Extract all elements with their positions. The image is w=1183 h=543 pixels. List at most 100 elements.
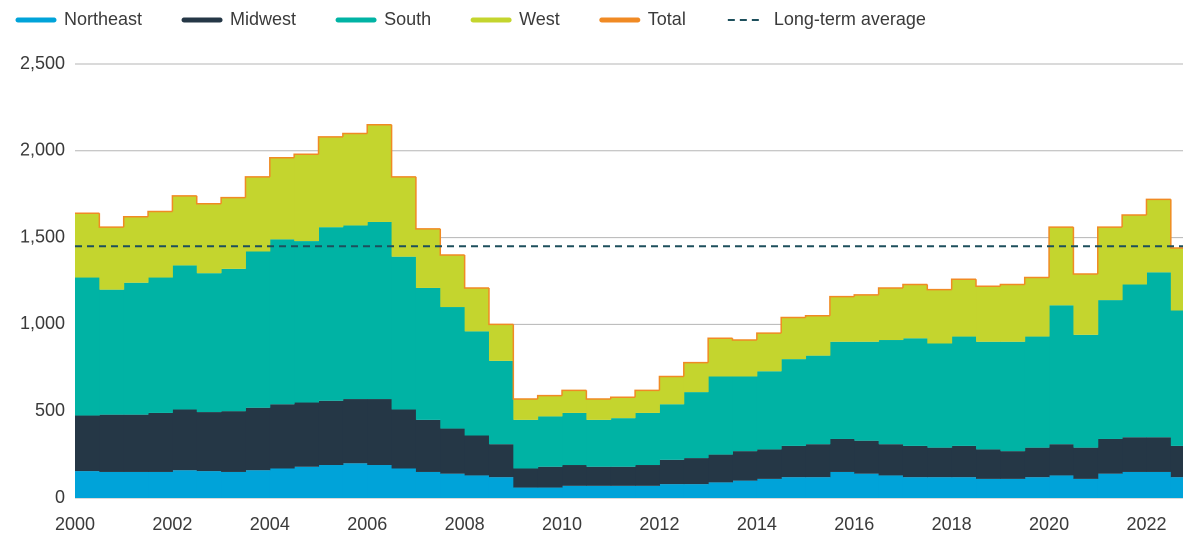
area-step	[221, 471, 246, 498]
total-step	[1145, 198, 1171, 216]
area-step	[951, 336, 977, 446]
area-step	[586, 466, 612, 486]
x-tick-label: 2022	[1126, 514, 1166, 534]
total-step	[244, 176, 270, 198]
area-step	[148, 471, 173, 498]
y-tick-label: 1,000	[20, 313, 65, 333]
area-step	[1000, 478, 1026, 498]
area-step	[318, 136, 344, 228]
area-step	[367, 399, 393, 466]
total-step	[439, 228, 465, 256]
area-step	[562, 465, 587, 486]
area-step	[829, 296, 855, 342]
area-step	[1073, 447, 1099, 479]
area-step	[196, 471, 222, 498]
area-step	[1000, 341, 1026, 452]
area-step	[1024, 277, 1050, 337]
area-step	[1097, 473, 1123, 498]
total-step	[1072, 227, 1098, 275]
area-step	[440, 428, 466, 474]
area-step	[927, 343, 953, 448]
area-step	[391, 256, 417, 410]
legend-label: Midwest	[230, 9, 296, 29]
total-step	[390, 124, 416, 178]
x-tick-label: 2006	[347, 514, 387, 534]
area-step	[586, 399, 612, 420]
area-step	[878, 475, 904, 498]
total-step	[220, 196, 246, 204]
area-step	[781, 359, 807, 446]
area-step	[221, 197, 246, 269]
area-step	[976, 286, 1001, 342]
area-step	[976, 341, 1001, 450]
area-step	[269, 239, 295, 405]
area-step	[318, 227, 344, 401]
area-step	[635, 465, 660, 486]
area-step	[708, 376, 733, 455]
area-step	[488, 477, 514, 498]
total-step	[926, 284, 952, 291]
area-step	[172, 409, 198, 471]
area-step	[902, 338, 928, 446]
area-step	[829, 471, 855, 498]
y-tick-label: 2,000	[20, 140, 65, 160]
total-step	[463, 254, 489, 289]
total-step	[122, 216, 149, 228]
area-step	[756, 478, 782, 498]
total-step	[877, 287, 903, 295]
total-step	[269, 156, 295, 177]
total-step	[147, 210, 173, 217]
area-step	[708, 338, 733, 377]
area-step	[732, 340, 758, 377]
x-tick-label: 2016	[834, 514, 874, 534]
area-step	[732, 451, 758, 481]
area-step	[123, 216, 149, 283]
area-step	[878, 340, 904, 445]
area-step	[927, 289, 953, 344]
total-step	[658, 375, 684, 391]
area-step	[464, 435, 490, 476]
area-step	[513, 419, 539, 469]
area-step	[1122, 215, 1147, 285]
area-step	[342, 133, 368, 226]
total-step	[780, 316, 806, 334]
total-step	[756, 332, 782, 341]
area-step	[513, 468, 539, 488]
total-step	[634, 389, 660, 398]
area-step	[854, 440, 880, 474]
area-step	[221, 268, 246, 412]
area-step	[148, 277, 173, 413]
area-step	[951, 477, 977, 498]
total-step	[950, 278, 977, 290]
area-step	[781, 445, 807, 478]
area-step	[781, 477, 807, 498]
y-tick-label: 1,500	[20, 226, 65, 246]
area-step	[927, 447, 953, 478]
total-step	[415, 176, 441, 230]
area-step	[391, 468, 417, 498]
area-step	[537, 487, 563, 498]
area-step	[756, 449, 782, 479]
area-step	[610, 418, 636, 467]
area-step	[951, 445, 977, 478]
area-step	[683, 392, 709, 459]
area-step	[342, 225, 368, 400]
area-step	[610, 466, 636, 486]
area-step	[440, 254, 466, 308]
y-tick-label: 2,500	[20, 53, 65, 73]
area-step	[245, 251, 271, 408]
area-step	[927, 477, 953, 498]
area-step	[488, 444, 514, 478]
total-step	[902, 283, 928, 288]
area-step	[488, 324, 514, 361]
total-step	[293, 153, 319, 158]
area-step	[781, 317, 807, 360]
area-step	[805, 315, 831, 356]
area-step	[269, 468, 295, 498]
area-step	[342, 463, 368, 498]
area-step	[1024, 477, 1050, 498]
area-step	[245, 407, 271, 471]
area-step	[683, 362, 709, 393]
area-step	[196, 412, 222, 472]
